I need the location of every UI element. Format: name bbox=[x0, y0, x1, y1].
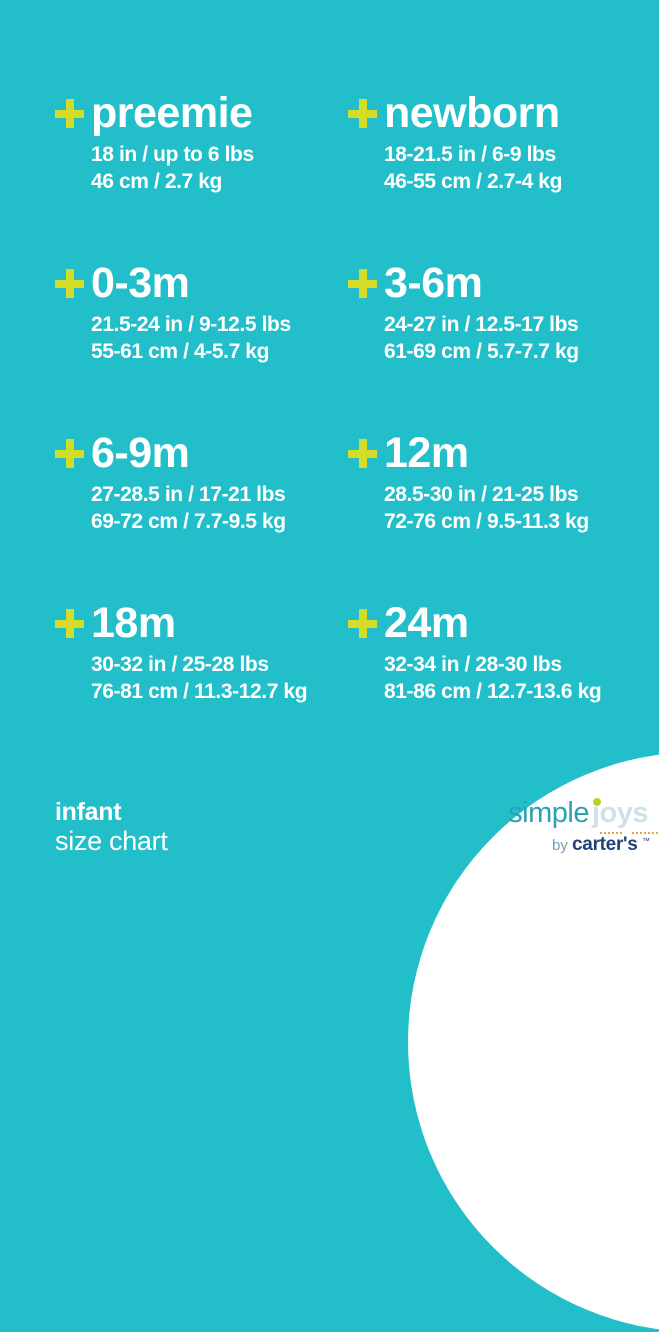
logo-by-text: by bbox=[552, 837, 573, 854]
size-metric: 72-76 cm / 9.5-11.3 kg bbox=[384, 510, 589, 533]
size-cell-preemie: preemie 18 in / up to 6 lbs 46 cm / 2.7 … bbox=[55, 90, 348, 260]
size-imperial: 30-32 in / 25-28 lbs bbox=[91, 653, 269, 676]
size-label: 3-6m bbox=[384, 259, 483, 307]
logo-line-by-carters: by carter's ™ bbox=[486, 834, 650, 856]
size-label: preemie bbox=[91, 89, 253, 137]
size-cell-0-3m: 0-3m 21.5-24 in / 9-12.5 lbs 55-61 cm / … bbox=[55, 260, 348, 430]
size-label: 12m bbox=[384, 429, 469, 477]
size-cell-text: 6-9m 27-28.5 in / 17-21 lbs 69-72 cm / 7… bbox=[91, 430, 286, 535]
chart-title: size chart bbox=[55, 826, 168, 856]
size-metric: 81-86 cm / 12.7-13.6 kg bbox=[384, 680, 602, 703]
brand-logo: simple joys by carter's ™ bbox=[486, 797, 658, 856]
size-cell-text: preemie 18 in / up to 6 lbs 46 cm / 2.7 … bbox=[91, 90, 254, 195]
size-cell-18m: 18m 30-32 in / 25-28 lbs 76-81 cm / 11.3… bbox=[55, 600, 348, 770]
footer: infant size chart bbox=[55, 798, 168, 856]
size-grid: preemie 18 in / up to 6 lbs 46 cm / 2.7 … bbox=[55, 90, 641, 770]
chart-category: infant bbox=[55, 798, 122, 826]
size-metric: 46-55 cm / 2.7-4 kg bbox=[384, 170, 563, 193]
size-metric: 61-69 cm / 5.7-7.7 kg bbox=[384, 340, 579, 363]
size-imperial: 18-21.5 in / 6-9 lbs bbox=[384, 143, 556, 166]
plus-icon bbox=[348, 99, 377, 128]
plus-icon bbox=[348, 609, 377, 638]
size-cell-12m: 12m 28.5-30 in / 21-25 lbs 72-76 cm / 9.… bbox=[348, 430, 641, 600]
size-imperial: 21.5-24 in / 9-12.5 lbs bbox=[91, 313, 291, 336]
plus-icon bbox=[55, 99, 84, 128]
size-cell-text: 12m 28.5-30 in / 21-25 lbs 72-76 cm / 9.… bbox=[384, 430, 589, 535]
size-cell-text: 3-6m 24-27 in / 12.5-17 lbs 61-69 cm / 5… bbox=[384, 260, 579, 365]
size-label: 0-3m bbox=[91, 259, 190, 307]
size-metric: 55-61 cm / 4-5.7 kg bbox=[91, 340, 270, 363]
size-cell-text: 24m 32-34 in / 28-30 lbs 81-86 cm / 12.7… bbox=[384, 599, 602, 705]
size-label: newborn bbox=[384, 89, 560, 137]
plus-icon bbox=[55, 269, 84, 298]
plus-icon bbox=[348, 439, 377, 468]
size-imperial: 18 in / up to 6 lbs bbox=[91, 143, 254, 166]
size-imperial: 24-27 in / 12.5-17 lbs bbox=[384, 313, 579, 336]
size-cell-6-9m: 6-9m 27-28.5 in / 17-21 lbs 69-72 cm / 7… bbox=[55, 430, 348, 600]
logo-simple-text: simple bbox=[508, 797, 589, 829]
j-dot-icon bbox=[592, 798, 601, 806]
size-cell-text: 18m 30-32 in / 25-28 lbs 76-81 cm / 11.3… bbox=[91, 599, 308, 705]
size-cell-text: 0-3m 21.5-24 in / 9-12.5 lbs 55-61 cm / … bbox=[91, 260, 291, 365]
size-cell-24m: 24m 32-34 in / 28-30 lbs 81-86 cm / 12.7… bbox=[348, 600, 641, 770]
size-label: 18m bbox=[91, 599, 176, 647]
size-metric: 46 cm / 2.7 kg bbox=[91, 170, 222, 193]
logo-carters-text: carter's bbox=[572, 834, 638, 855]
size-metric: 69-72 cm / 7.7-9.5 kg bbox=[91, 510, 286, 533]
size-imperial: 28.5-30 in / 21-25 lbs bbox=[384, 483, 579, 506]
logo-line-simple-joys: simple joys bbox=[486, 797, 658, 834]
size-cell-newborn: newborn 18-21.5 in / 6-9 lbs 46-55 cm / … bbox=[348, 90, 641, 260]
size-label: 24m bbox=[384, 599, 469, 647]
size-imperial: 27-28.5 in / 17-21 lbs bbox=[91, 483, 286, 506]
size-imperial: 32-34 in / 28-30 lbs bbox=[384, 653, 562, 676]
plus-icon bbox=[55, 609, 84, 638]
size-cell-3-6m: 3-6m 24-27 in / 12.5-17 lbs 61-69 cm / 5… bbox=[348, 260, 641, 430]
plus-icon bbox=[348, 269, 377, 298]
size-cell-text: newborn 18-21.5 in / 6-9 lbs 46-55 cm / … bbox=[384, 90, 562, 195]
size-label: 6-9m bbox=[91, 429, 190, 477]
plus-icon bbox=[55, 439, 84, 468]
trademark-symbol: ™ bbox=[642, 836, 650, 846]
dotted-underline-icon bbox=[599, 832, 658, 834]
size-metric: 76-81 cm / 11.3-12.7 kg bbox=[91, 680, 308, 703]
logo-joys-text: joys bbox=[592, 797, 658, 834]
